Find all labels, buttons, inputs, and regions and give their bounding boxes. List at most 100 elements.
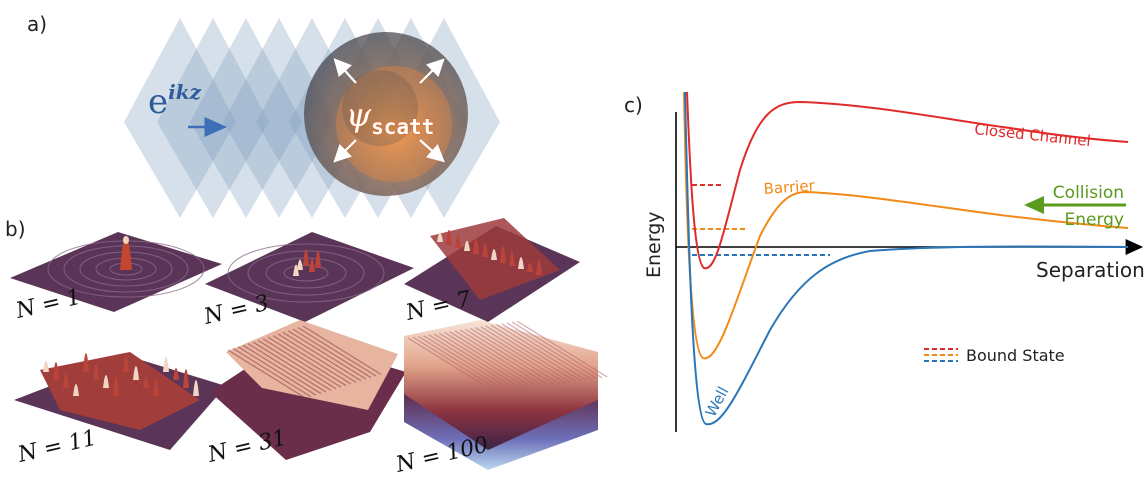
- surface-peak: [509, 251, 515, 266]
- surface-n7-peaks: [437, 229, 542, 275]
- surface-stripe: [262, 338, 342, 388]
- surface-peak: [143, 377, 149, 388]
- surface-stripe: [292, 328, 372, 379]
- surface-n7: [404, 218, 580, 322]
- surface-peak: [446, 229, 452, 245]
- surface-stripe: [407, 337, 499, 395]
- surface-stripe: [516, 320, 608, 378]
- panel-label-n11: N = 11: [15, 426, 99, 469]
- surface-stripe: [302, 325, 382, 375]
- surface-peak: [309, 257, 315, 272]
- surface-n100-side: [404, 392, 598, 470]
- wave-plane: [223, 18, 335, 218]
- legend-label: Bound State: [966, 346, 1065, 365]
- scattered-wave-label: ψscatt: [346, 96, 434, 139]
- surface-n1-peak: [120, 236, 132, 270]
- scattering-sphere: [304, 32, 468, 196]
- surface-peak: [437, 232, 443, 242]
- panel-label-n1: N = 1: [13, 285, 84, 324]
- collision-label: Collision: [1053, 183, 1124, 203]
- panel-b: b) N = 1 N = 3: [5, 217, 608, 478]
- sphere-core: [342, 70, 418, 146]
- surface-peak: [315, 249, 321, 268]
- surface-stripe: [438, 332, 530, 390]
- surface-stripe: [418, 335, 509, 393]
- surface-n3-peaks: [293, 248, 321, 276]
- surface-stripe: [297, 327, 377, 377]
- surface-peak: [53, 362, 59, 380]
- panel-c-label: c): [624, 93, 643, 117]
- surface-stripe: [444, 331, 535, 389]
- surface-n31: [210, 320, 406, 460]
- surface-stripe: [464, 328, 556, 386]
- surface-peak: [193, 380, 199, 396]
- surface-peak: [133, 366, 139, 380]
- surface-peak: [536, 259, 542, 275]
- curve-label-closed-channel: Closed Channel: [974, 120, 1092, 150]
- surface-peak: [183, 369, 189, 388]
- surface-stripe: [449, 331, 540, 388]
- collision-arrow-icon: [1024, 196, 1044, 214]
- legend: Bound State: [924, 346, 1065, 365]
- curve-well: [684, 91, 1129, 426]
- curve-closed-channel: [686, 91, 1129, 270]
- curve-barrier: [683, 91, 1129, 360]
- curve-label-barrier: Barrier: [763, 176, 816, 198]
- incoming-wave-label: eikz: [148, 80, 202, 122]
- panel-label-n31: N = 31: [205, 426, 289, 469]
- surface-peak: [43, 361, 49, 372]
- surface-peak: [464, 240, 470, 251]
- surface-n11-peaks: [43, 353, 199, 396]
- surface-n100: [404, 320, 608, 470]
- panel-c: c) Energy Separation Closed Channel Barr…: [624, 91, 1145, 432]
- surface-stripe: [490, 324, 582, 382]
- x-axis-label: Separation: [1036, 258, 1145, 282]
- arrow-up-left-icon: [333, 58, 357, 84]
- surface-stripe: [252, 341, 332, 391]
- surface-stripe: [277, 333, 357, 383]
- surface-peak: [473, 237, 479, 254]
- surface-n1: [10, 232, 222, 312]
- wave-plane: [124, 18, 236, 218]
- arrow-down-left-icon: [333, 139, 357, 163]
- surface-stripe: [428, 334, 520, 392]
- energy-label: Energy: [1064, 210, 1124, 230]
- surface-stripe: [506, 322, 598, 380]
- surface-n100-stripes: [407, 320, 608, 395]
- surface-stripe: [454, 330, 546, 388]
- surface-peak: [500, 246, 506, 263]
- surface-peak: [73, 384, 79, 396]
- surface-stripe: [470, 327, 561, 385]
- surface-stripe: [459, 329, 551, 387]
- surface-stripe: [433, 333, 525, 391]
- arrow-down-right-icon: [419, 139, 445, 163]
- surface-stripe: [496, 323, 587, 381]
- scatter-arrows: [333, 58, 445, 163]
- surface-n11: [14, 352, 226, 450]
- surface-stripe: [412, 336, 504, 394]
- surface-stripe: [511, 321, 603, 379]
- surface-peak: [527, 262, 533, 272]
- curve-label-well: Well: [702, 384, 733, 420]
- surface-stripe: [480, 326, 572, 384]
- surface-stripe: [282, 331, 362, 382]
- surface-peak: [491, 248, 497, 260]
- surface-peak: [482, 243, 488, 257]
- surface-stripe: [287, 330, 367, 380]
- surface-peak: [153, 378, 159, 396]
- y-axis-label: Energy: [643, 211, 665, 278]
- surface-stripe: [257, 339, 337, 390]
- surface-stripe: [423, 335, 514, 392]
- surface-peak: [297, 259, 303, 270]
- surface-stripe: [232, 347, 312, 398]
- surface-stripe: [227, 349, 307, 399]
- surface-stripe: [237, 346, 317, 396]
- surface-n3: [205, 232, 414, 322]
- surface-n3-plane: [205, 232, 414, 322]
- panel-b-label: b): [5, 217, 26, 241]
- surface-peak: [293, 264, 299, 276]
- panel-label-n3: N = 3: [201, 291, 272, 330]
- surface-stripe: [475, 327, 566, 384]
- surface-peak: [83, 353, 89, 372]
